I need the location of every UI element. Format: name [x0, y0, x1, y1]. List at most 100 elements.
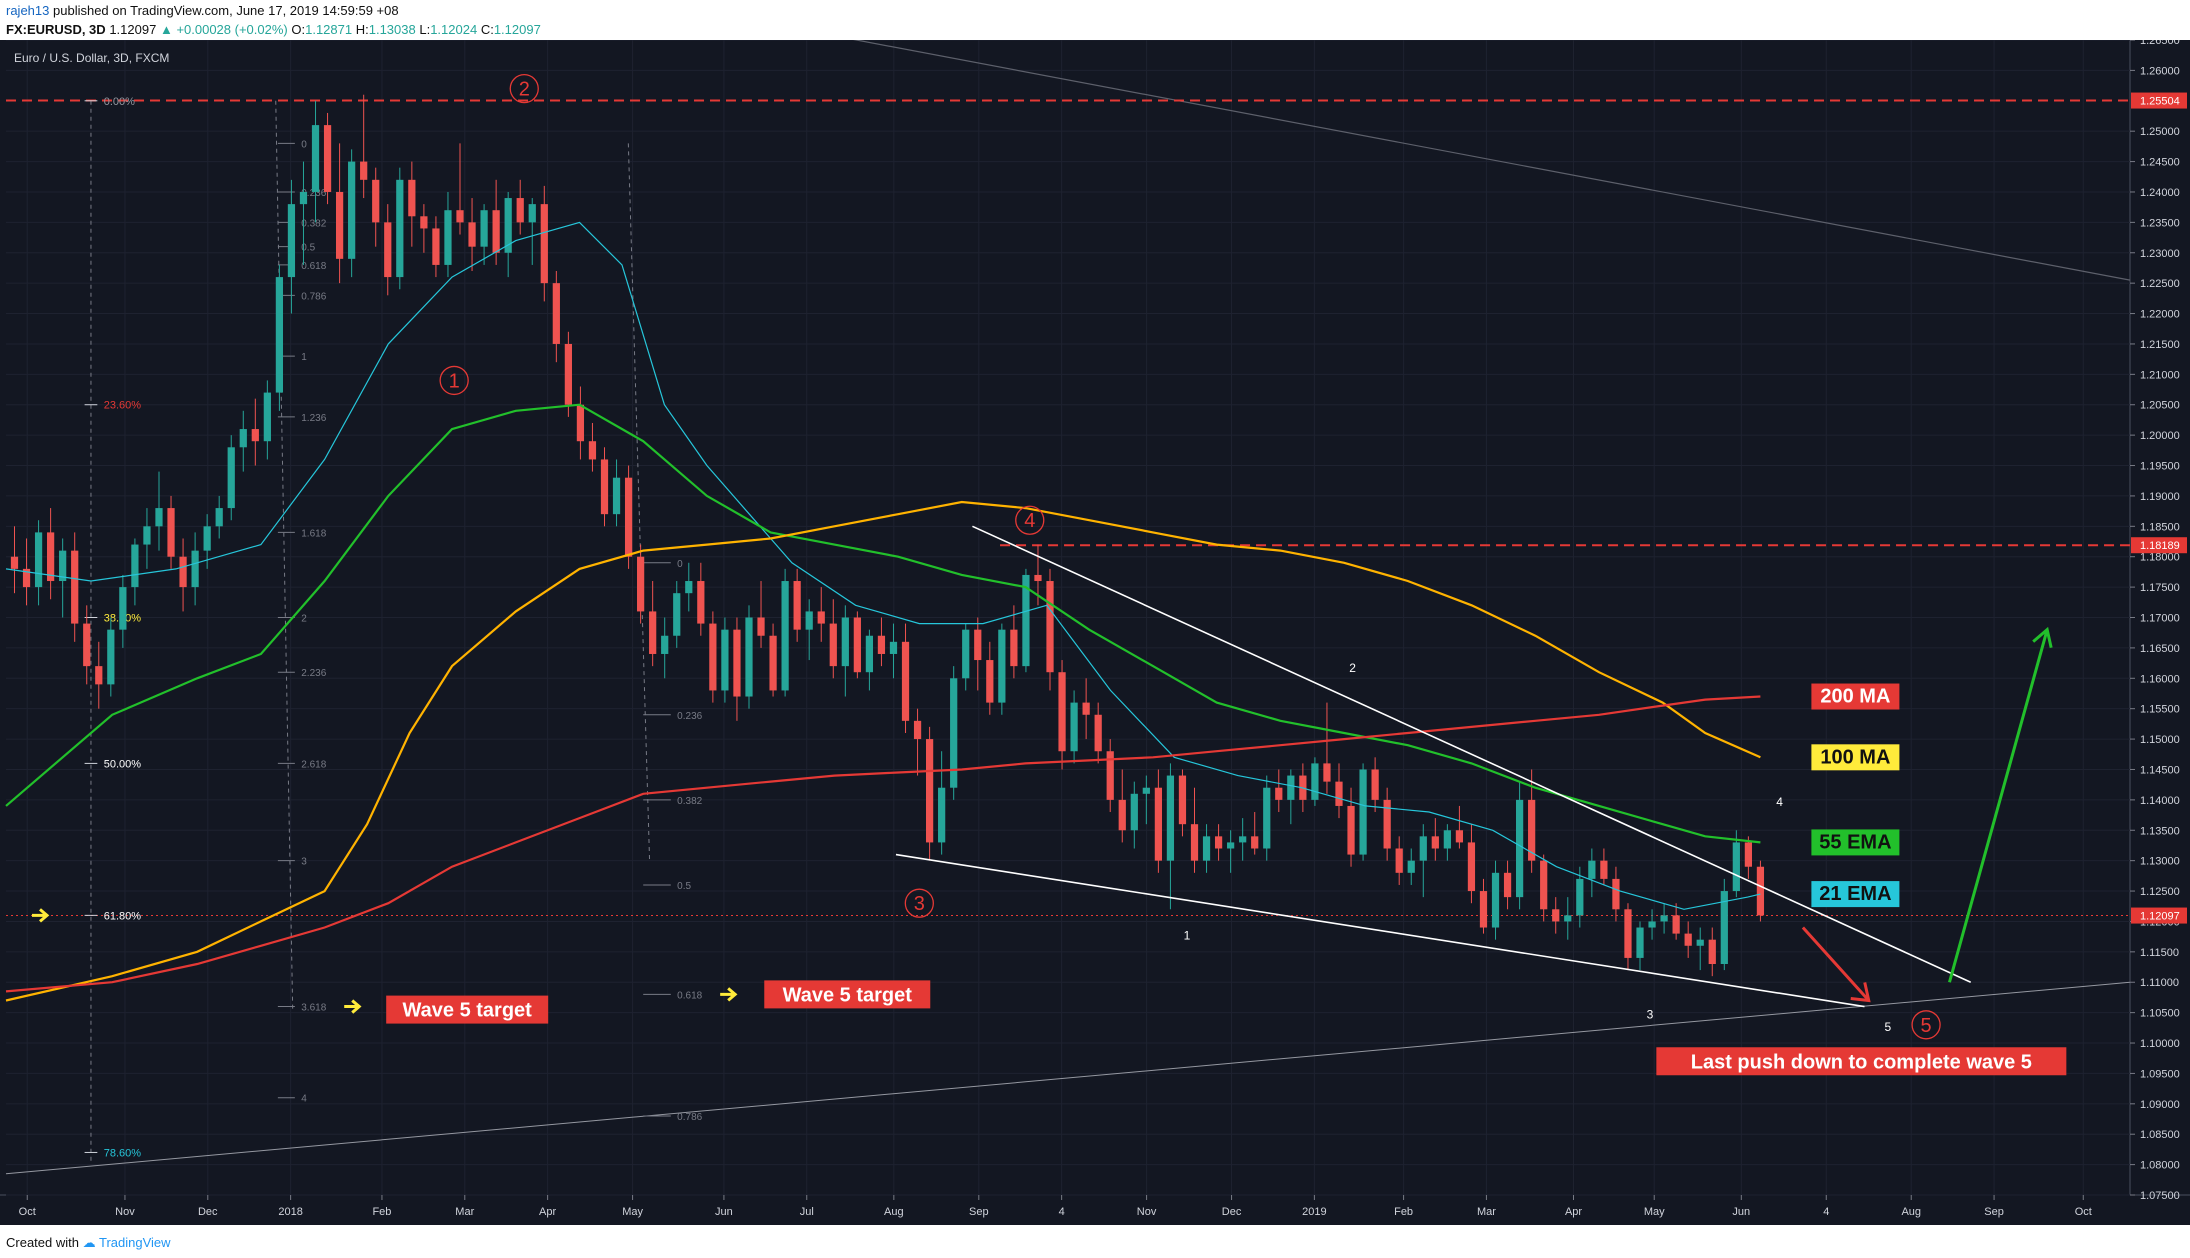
yellow-arrow-icon — [720, 987, 738, 1002]
candle-body — [1588, 860, 1596, 879]
price-tick-label: 1.13000 — [2140, 856, 2180, 868]
candle-body — [889, 641, 898, 654]
candle-body — [1347, 805, 1355, 855]
time-tick-label: Oct — [19, 1206, 36, 1218]
close-value: 1.12097 — [493, 22, 541, 37]
tradingview-brand[interactable]: TradingView — [99, 1235, 171, 1250]
candle-body — [119, 587, 127, 630]
candle-body — [962, 629, 970, 679]
candle-body — [769, 635, 777, 691]
wave-circle — [904, 888, 934, 918]
candle-body — [131, 544, 139, 588]
candle-body — [576, 404, 585, 442]
candle-body — [83, 623, 91, 667]
candle-body — [1407, 860, 1415, 873]
candle-body — [913, 720, 922, 740]
publish-info: published on TradingView.com, June 17, 2… — [53, 3, 399, 18]
candle-body — [1600, 860, 1608, 879]
price-tick-label: 1.07500 — [2140, 1190, 2180, 1202]
author-link[interactable]: rajeh13 — [6, 3, 50, 18]
chart-title: Euro / U.S. Dollar, 3D, FXCM — [14, 51, 169, 65]
candle-body — [637, 556, 645, 612]
price-tick-label: 1.24000 — [2140, 187, 2180, 199]
time-tick-label: Jun — [1732, 1206, 1750, 1218]
moving-average-line — [5, 221, 1761, 910]
candle-body — [1491, 872, 1500, 928]
fib-extension-label: 3.618 — [301, 1003, 326, 1014]
candle-body — [974, 629, 982, 661]
high-value: 1.13038 — [368, 22, 416, 37]
tradingview-logo-icon[interactable]: ☁ — [82, 1235, 96, 1250]
fib-extension-label: 1.236 — [301, 413, 326, 424]
price-tag-label: 1.18189 — [2140, 540, 2180, 552]
price-tick-label: 1.10000 — [2140, 1038, 2180, 1050]
candle-body — [179, 556, 187, 588]
time-tick-label: Mar — [455, 1206, 474, 1218]
candle-body — [408, 179, 416, 217]
callout-text: Last push down to complete wave 5 — [1691, 1051, 2032, 1073]
time-tick-label: May — [622, 1206, 643, 1218]
candle-body — [1515, 799, 1524, 898]
candle-body — [167, 508, 175, 557]
price-tick-label: 1.11000 — [2140, 977, 2179, 989]
wave-circle — [1015, 505, 1045, 535]
candle-body — [1190, 824, 1199, 861]
fib-extension-label: 1 — [301, 352, 307, 363]
wave-number-label: 1 — [449, 370, 460, 392]
candle-body — [1070, 702, 1078, 752]
candle-body — [1166, 775, 1175, 861]
sub-wave-label: 3 — [1647, 1008, 1654, 1022]
fib-extension-label: 2.236 — [301, 668, 326, 679]
price-tick-label: 1.17500 — [2140, 582, 2180, 594]
candle-body — [1708, 939, 1716, 964]
price-tag-label: 1.25504 — [2140, 96, 2180, 108]
fib-extension-label: 0 — [301, 139, 307, 150]
candle-body — [1443, 830, 1451, 849]
candle-body — [757, 617, 765, 636]
callout-box — [1656, 1047, 2067, 1076]
candle-body — [1720, 891, 1728, 964]
candle-body — [649, 611, 657, 654]
candle-body — [1371, 769, 1379, 800]
candle-body — [191, 550, 199, 588]
candle-body — [420, 216, 428, 229]
price-chart[interactable]: 1.26500 1.26000 1.25000 1.24500 1.24000 1.235… — [0, 40, 2190, 1225]
candle-body — [986, 660, 994, 703]
candle-body — [1684, 933, 1692, 946]
candle-body — [59, 550, 67, 582]
candle-body — [1756, 866, 1765, 916]
candle-body — [1359, 769, 1367, 855]
candle-body — [1383, 799, 1391, 849]
price-tick-label: 1.20500 — [2140, 400, 2180, 412]
candle-body — [829, 623, 837, 667]
time-tick-label: Dec — [198, 1206, 218, 1218]
candle-body — [1094, 714, 1102, 752]
candle-body — [1540, 860, 1548, 910]
price-tick-label: 1.19000 — [2140, 491, 2180, 503]
up-arrowhead-icon — [2032, 626, 2053, 648]
candle-body — [661, 635, 669, 654]
price-tick-label: 1.17000 — [2140, 613, 2180, 625]
candle-body — [564, 343, 572, 405]
chart-header: rajeh13 published on TradingView.com, Ju… — [0, 0, 2190, 40]
candle-body — [215, 508, 223, 527]
price-tick-label: 1.10500 — [2140, 1008, 2180, 1020]
price-tick-label: 1.21000 — [2140, 369, 2180, 381]
candle-body — [287, 204, 296, 278]
price-axis-background — [2130, 40, 2190, 1225]
price-tick-label: 1.18500 — [2140, 521, 2180, 533]
moving-average-line — [5, 695, 1761, 993]
candle-body — [71, 550, 79, 624]
fib-retracement-label: 0.00% — [104, 96, 135, 108]
candle-body — [733, 629, 741, 697]
candle-body — [1178, 775, 1187, 825]
callout-text: Wave 5 target — [783, 984, 913, 1006]
candle-body — [1528, 799, 1536, 861]
candle-body — [384, 222, 392, 278]
candle-body — [1130, 793, 1138, 831]
candle-body — [1311, 763, 1319, 800]
candle-body — [1034, 574, 1042, 582]
fib-extension-label: 4 — [301, 1094, 307, 1105]
price-tick-label: 1.21500 — [2140, 339, 2180, 351]
candle-body — [877, 635, 886, 654]
